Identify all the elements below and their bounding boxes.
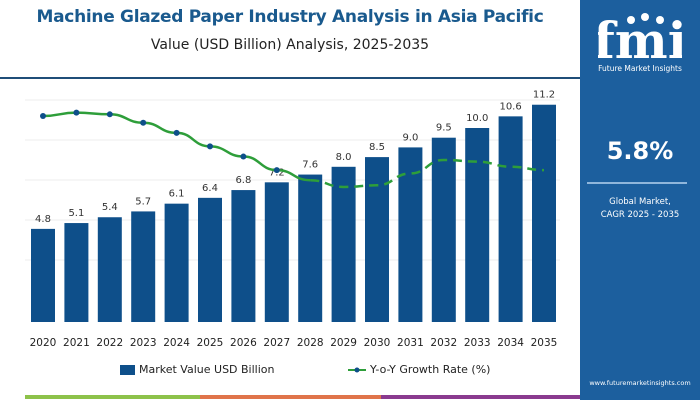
growth-point-2022 (106, 111, 113, 118)
x-tick-2031: 2031 (397, 337, 424, 349)
x-tick-2030: 2030 (364, 337, 391, 349)
legend-label: Market Value USD Billion (139, 363, 275, 376)
growth-line-dashed (310, 158, 545, 189)
bar-2021 (64, 223, 89, 322)
legend-item-growth-rate: Y-o-Y Growth Rate (%) (348, 363, 490, 376)
x-tick-2029: 2029 (330, 337, 357, 349)
growth-point-2021 (73, 109, 80, 116)
bar-2028 (298, 174, 323, 322)
bar-label-2024: 6.1 (169, 189, 185, 200)
panel-divider (587, 182, 687, 184)
cagr-value: 5.8% (606, 137, 674, 165)
bar-label-2022: 5.4 (102, 202, 118, 213)
strip-orange (200, 395, 381, 399)
x-tick-2034: 2034 (497, 337, 524, 349)
x-tick-2028: 2028 (297, 337, 324, 349)
bar-label-2029: 8.0 (336, 152, 352, 163)
bar-label-2035: 11.2 (533, 90, 555, 101)
summary-panel: fmi Future Market Insights 5.8% Global M… (580, 0, 700, 400)
legend-label: Y-o-Y Growth Rate (%) (370, 363, 491, 376)
cagr-label: Global Market, CAGR 2025 - 2035 (580, 196, 700, 222)
growth-point-2027 (273, 167, 280, 174)
legend-item-market-value: Market Value USD Billion (120, 363, 275, 376)
bar-2029 (331, 166, 356, 322)
x-tick-2023: 2023 (130, 337, 157, 349)
bar-2035 (532, 104, 556, 322)
bar-2026 (231, 190, 256, 322)
growth-line-solid (42, 111, 311, 182)
bar-2033 (465, 128, 490, 322)
x-tick-2026: 2026 (230, 337, 257, 349)
x-tick-2033: 2033 (464, 337, 491, 349)
bar-2022 (97, 217, 122, 322)
svg-text:fmi: fmi (598, 11, 682, 62)
bar-label-2028: 7.6 (302, 160, 318, 171)
x-tick-2025: 2025 (197, 337, 224, 349)
website-link[interactable]: www.futuremarketinsights.com (589, 379, 691, 387)
strip-purple (381, 395, 580, 399)
x-tick-2021: 2021 (63, 337, 90, 349)
growth-point-2024 (173, 129, 180, 136)
logo-subtitle: Future Market Insights (598, 64, 682, 73)
chart-subtitle: Value (USD Billion) Analysis, 2025-2035 (150, 37, 430, 53)
x-tick-2032: 2032 (430, 337, 457, 349)
x-tick-2035: 2035 (531, 337, 558, 349)
growth-point-2023 (140, 119, 147, 126)
bar-label-2032: 9.5 (436, 123, 452, 134)
legend-bar-swatch (120, 364, 135, 375)
growth-point-2020 (40, 113, 46, 119)
bar-2034 (498, 116, 523, 322)
bar-label-2031: 9.0 (402, 132, 418, 143)
x-tick-2020: 2020 (30, 337, 57, 349)
bar-2027 (264, 182, 289, 322)
legend-line-swatch (348, 367, 366, 372)
bar-label-2020: 4.8 (35, 214, 51, 225)
chart-area: 4.8 2020 5.1 2021 5.4 2022 5.7 2023 6.1 2024 6.4 20… (25, 90, 560, 349)
bar-label-2025: 6.4 (202, 183, 218, 194)
bar-2024 (164, 203, 189, 322)
bar-2025 (198, 197, 222, 322)
bar-2030 (365, 157, 389, 322)
bar-label-2033: 10.0 (466, 113, 488, 124)
bar-2020 (31, 228, 55, 322)
chart-title: Machine Glazed Paper Industry Analysis i… (36, 7, 544, 27)
x-tick-2022: 2022 (96, 337, 123, 349)
bar-2031 (398, 147, 423, 322)
cagr-label-line2: CAGR 2025 - 2035 (600, 210, 680, 220)
x-tick-2027: 2027 (263, 337, 290, 349)
x-tick-2024: 2024 (163, 337, 190, 349)
bar-label-2021: 5.1 (68, 208, 84, 219)
header-divider (0, 77, 580, 79)
growth-point-2025 (207, 143, 213, 150)
cagr-label-line1: Global Market, (609, 197, 671, 207)
bar-label-2034: 10.6 (499, 101, 521, 112)
growth-point-2026 (240, 153, 247, 160)
bar-2032 (431, 137, 456, 322)
bar-label-2030: 8.5 (369, 142, 385, 153)
bar-2023 (131, 211, 156, 322)
bar-label-2026: 6.8 (235, 175, 251, 186)
strip-green (25, 395, 200, 399)
fmi-logo: fmi (598, 11, 682, 62)
bar-label-2023: 5.7 (135, 196, 151, 207)
